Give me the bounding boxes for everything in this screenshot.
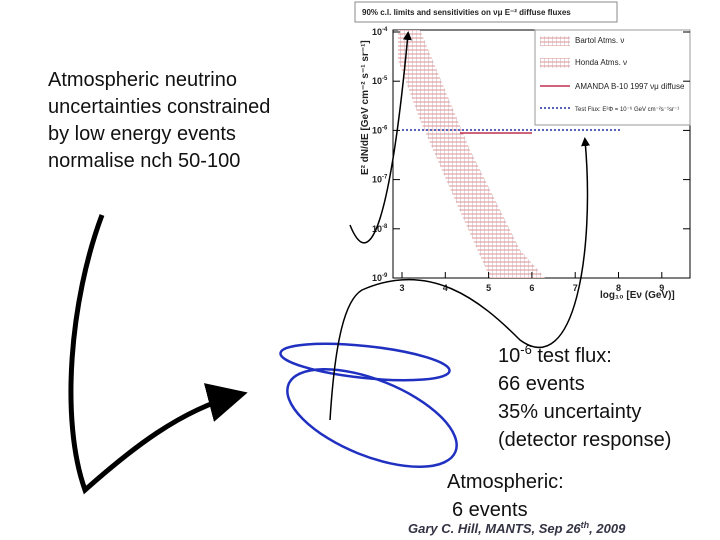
y-tick-base: 10	[372, 27, 382, 37]
annotations: Atmospheric neutrino uncertainties const…	[48, 31, 671, 536]
x-tick-label: 5	[486, 283, 491, 293]
legend-swatch	[540, 36, 570, 46]
arrow	[68, 214, 248, 495]
arrow	[349, 31, 412, 244]
plot-title: 90% c.l. limits and sensitivities on νμ …	[362, 8, 571, 17]
footer: Gary C. Hill, MANTS, Sep 26th, 2009	[408, 520, 626, 536]
legend-swatch	[540, 58, 570, 68]
legend-label: AMANDA B-10 1997 νμ diffuse	[575, 82, 685, 91]
y-tick-exp: -9	[382, 273, 388, 279]
left-text: uncertainties constrained	[48, 96, 270, 118]
atmos-text: Atmospheric:	[447, 471, 564, 493]
legend-label: Test Flux: E²Φ = 10⁻⁶ GeV cm⁻²s⁻¹sr⁻¹	[575, 106, 679, 113]
right-text: (detector response)	[498, 429, 671, 451]
y-tick-exp: -7	[382, 175, 388, 181]
flux-exp: -6	[520, 342, 532, 357]
legend-label: Bartol Atms. ν	[575, 36, 624, 45]
x-tick-label: 6	[529, 283, 534, 293]
plot: 90% c.l. limits and sensitivities on νμ …	[354, 1, 691, 301]
y-tick-exp: -5	[382, 76, 388, 82]
y-tick-label: 10-5	[372, 76, 388, 86]
y-tick-label: 10-7	[372, 175, 388, 185]
x-tick-label: 4	[443, 283, 448, 293]
x-axis-label: log₁₀ [Eν (GeV)]	[600, 290, 675, 301]
flux-band	[398, 30, 545, 278]
flux-heading: 10-6 test flux:	[498, 342, 612, 367]
y-tick-exp: -4	[382, 27, 388, 33]
left-text: normalise nch 50-100	[48, 150, 240, 172]
footer-sup: th	[581, 520, 590, 530]
x-tick-label: 9	[659, 283, 664, 293]
y-tick-exp: -8	[382, 224, 388, 230]
y-tick-base: 10	[372, 175, 382, 185]
y-tick-label: 10-6	[372, 125, 388, 135]
flux-rest: test flux:	[532, 345, 612, 367]
ellipse	[279, 342, 451, 382]
flux-base: 10	[498, 345, 520, 367]
x-tick-label: 3	[399, 283, 404, 293]
y-tick-base: 10	[372, 125, 382, 135]
y-tick-label: 10-4	[372, 27, 388, 37]
x-tick-label: 8	[616, 283, 621, 293]
left-text: by low energy events	[48, 123, 236, 145]
right-text: 66 events	[498, 373, 585, 395]
y-tick-base: 10	[372, 273, 382, 283]
atmos-text: 6 events	[452, 499, 528, 521]
footer-text: Gary C. Hill, MANTS, Sep 26	[408, 521, 581, 536]
y-tick-exp: -6	[382, 125, 388, 131]
y-tick-base: 10	[372, 76, 382, 86]
ellipse	[286, 367, 458, 469]
y-tick-label: 10-9	[372, 273, 388, 283]
y-axis-label: E² dN/dE [GeV cm⁻² s⁻¹ sr⁻¹]	[360, 40, 371, 175]
right-text: 35% uncertainty	[498, 401, 641, 423]
legend-label: Honda Atms. ν	[575, 58, 627, 67]
x-tick-label: 7	[573, 283, 578, 293]
left-text: Atmospheric neutrino	[48, 69, 237, 91]
arrow	[329, 137, 591, 421]
footer-rest: , 2009	[588, 521, 626, 536]
title-box	[354, 1, 618, 23]
legend-box	[534, 29, 691, 126]
